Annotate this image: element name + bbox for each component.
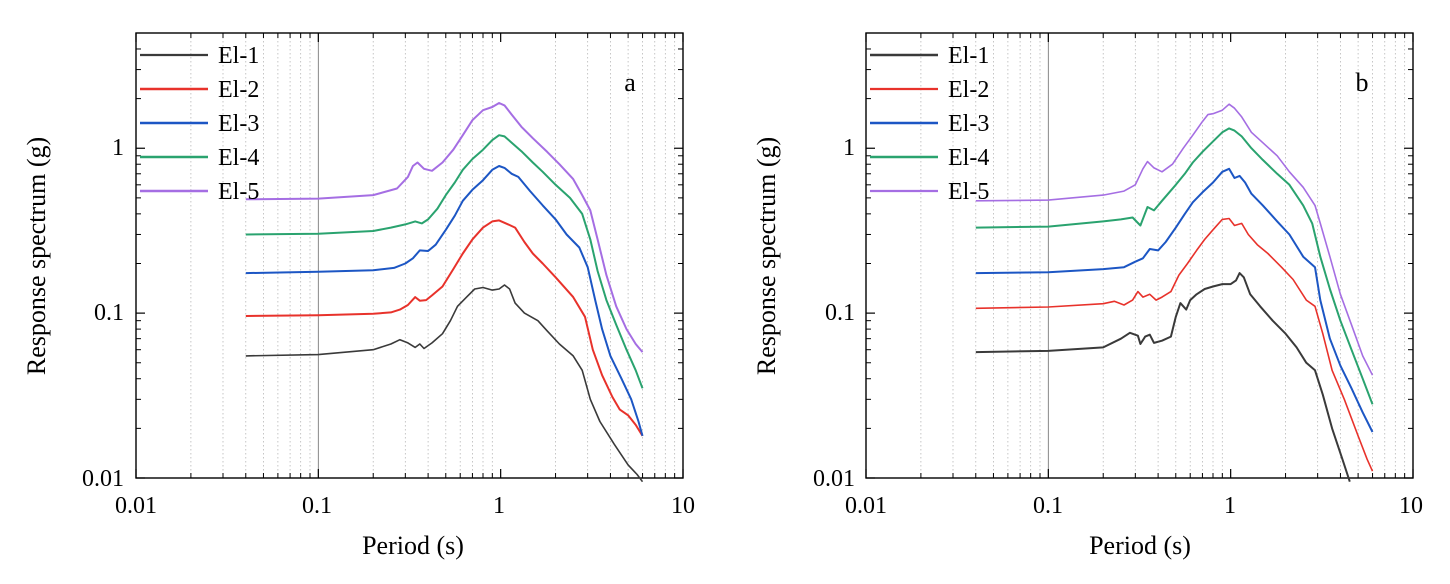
x-axis-label: Period (s) <box>362 531 464 560</box>
series-line-el-4 <box>245 134 644 389</box>
series-group <box>975 103 1374 483</box>
y-tick-label: 0.01 <box>813 466 855 492</box>
series-line-el-1 <box>245 284 644 483</box>
x-tick-label: 0.01 <box>845 493 887 519</box>
axis-ticks <box>135 32 684 479</box>
series-group <box>245 102 644 483</box>
series-line-el-3 <box>245 165 644 437</box>
legend-label: El-3 <box>218 111 259 137</box>
x-tick-label: 1 <box>1224 493 1236 519</box>
plot-frame <box>865 32 1414 479</box>
legend-label: El-2 <box>218 77 259 103</box>
legend-label: El-4 <box>218 145 259 171</box>
x-tick-label: 0.01 <box>115 493 157 519</box>
x-tick-label: 10 <box>1399 493 1423 519</box>
x-tick-label: 1 <box>493 493 505 519</box>
legend-label: El-5 <box>948 179 989 205</box>
panel-label: a <box>624 68 636 97</box>
series-line-el-2 <box>245 219 644 437</box>
x-axis-label: Period (s) <box>1089 531 1191 560</box>
y-axis-label: Response spectrum (g) <box>752 137 781 375</box>
legend-label: El-3 <box>948 111 989 137</box>
y-tick-label: 0.1 <box>94 300 124 326</box>
x-tick-label: 0.1 <box>1033 493 1063 519</box>
legend: El-1 El-2 El-3 El-4 El-5 <box>140 43 259 205</box>
x-tick-label: 0.1 <box>302 493 332 519</box>
series-line-el-2 <box>975 217 1374 472</box>
axis-ticks <box>865 32 1414 479</box>
panel-label: b <box>1356 68 1369 97</box>
y-tick-label: 1 <box>843 135 855 161</box>
x-tick-label: 10 <box>671 493 695 519</box>
y-tick-label: 0.1 <box>825 300 855 326</box>
series-line-el-3 <box>975 167 1374 433</box>
legend-label: El-4 <box>948 145 989 171</box>
legend: El-1 El-2 El-3 El-4 El-5 <box>870 43 989 205</box>
y-axis-label: Response spectrum (g) <box>22 137 51 375</box>
legend-label: El-2 <box>948 77 989 103</box>
chart-panel-b: b Response spectrum (g) Period (s) 0.01 … <box>752 32 1423 560</box>
series-line-el-4 <box>975 127 1374 405</box>
x-gridlines <box>920 33 1406 478</box>
y-tick-label: 1 <box>112 135 124 161</box>
series-line-el-5 <box>245 102 644 353</box>
series-line-el-1 <box>975 272 1351 483</box>
x-gridlines <box>190 33 676 478</box>
y-tick-label: 0.01 <box>82 466 124 492</box>
series-line-el-5 <box>975 103 1374 376</box>
legend-label: El-1 <box>218 43 259 69</box>
chart-panel-a: a Response spectrum (g) Period (s) 0.01 … <box>22 32 695 560</box>
legend-label: El-5 <box>218 179 259 205</box>
plot-frame <box>135 32 684 479</box>
legend-label: El-1 <box>948 43 989 69</box>
